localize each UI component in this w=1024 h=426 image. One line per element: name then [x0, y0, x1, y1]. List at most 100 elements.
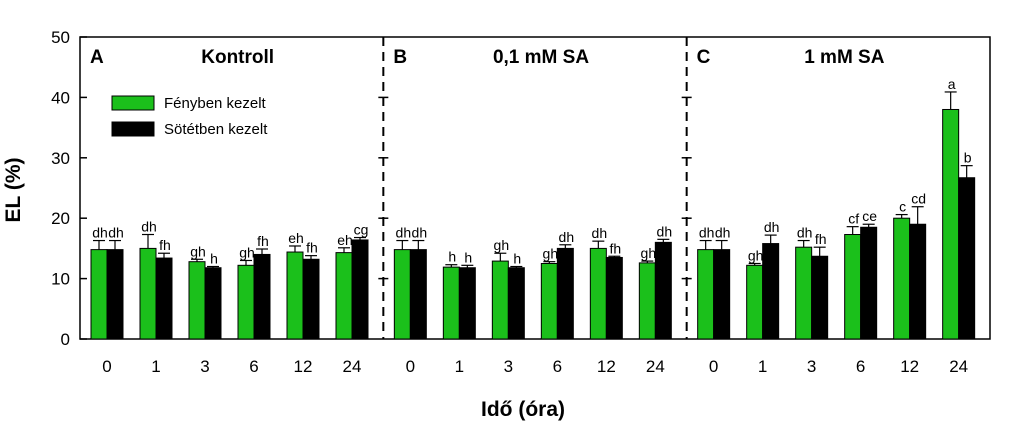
significance-label: dh [92, 225, 108, 241]
bar-dark [860, 226, 878, 340]
bar-light [90, 249, 108, 340]
significance-label: gh [239, 244, 255, 260]
bar-dark [204, 267, 222, 340]
significance-label: h [464, 249, 472, 265]
significance-label: cg [354, 222, 369, 238]
x-tick-label: 6 [856, 357, 865, 376]
significance-label: gh [494, 237, 510, 253]
bar-dark [713, 249, 731, 340]
bar-light [442, 266, 460, 340]
significance-label: b [964, 150, 972, 166]
significance-label: fh [257, 233, 269, 249]
x-tick-label: 3 [504, 357, 513, 376]
x-tick-label: 1 [151, 357, 160, 376]
significance-label: dh [764, 219, 780, 235]
significance-label: fh [159, 237, 171, 253]
bar-light [746, 264, 764, 340]
significance-label: dh [715, 225, 731, 241]
bar-dark [762, 243, 780, 340]
bar-dark [958, 177, 976, 340]
y-tick-label: 30 [51, 149, 70, 168]
x-tick-label: 12 [900, 357, 919, 376]
panel-title: 1 mM SA [804, 47, 885, 68]
bar-dark [811, 255, 829, 340]
x-tick-label: 12 [597, 357, 616, 376]
bar-dark [155, 257, 173, 340]
x-tick-label: 3 [807, 357, 816, 376]
x-tick-label: 0 [102, 357, 111, 376]
bar-dark [302, 258, 320, 340]
significance-label: dh [592, 225, 608, 241]
y-tick-label: 10 [51, 270, 70, 289]
significance-label: fh [609, 240, 621, 256]
bar-light [237, 264, 255, 340]
x-tick-label: 0 [406, 357, 415, 376]
significance-label: h [210, 251, 218, 267]
x-tick-label: 0 [709, 357, 718, 376]
significance-label: ce [862, 208, 877, 224]
x-tick-label: 24 [343, 357, 362, 376]
x-tick-label: 1 [455, 357, 464, 376]
bar-light [942, 108, 960, 340]
axes-layer: 0 10 20 30 40 50 [51, 28, 991, 349]
significance-label: dh [396, 225, 412, 241]
significance-label: eh [288, 230, 304, 246]
bar-light [139, 247, 157, 340]
bar-light [286, 251, 304, 340]
bar-light [893, 217, 911, 340]
x-tick-label: 6 [249, 357, 258, 376]
significance-label: dh [559, 229, 575, 245]
y-tick-label: 40 [51, 88, 70, 107]
bar-light [335, 252, 353, 340]
bar-light [491, 260, 509, 340]
significance-label: h [448, 249, 456, 265]
panel-letter: C [697, 47, 711, 68]
bar-dark [654, 241, 672, 340]
significance-label: fh [815, 231, 827, 247]
bar-dark [458, 267, 476, 340]
x-axis-label: Idő (óra) [481, 398, 565, 421]
bar-dark [351, 239, 369, 340]
bar-dark [507, 267, 525, 340]
significance-label: c [899, 199, 906, 215]
x-tick-label: 24 [646, 357, 665, 376]
bar-dark [605, 256, 623, 340]
significance-label: dh [412, 225, 428, 241]
significance-label: dh [699, 225, 715, 241]
significance-label: dh [797, 225, 813, 241]
bar-light [393, 249, 411, 340]
significance-label: gh [543, 246, 559, 262]
panel-letter: B [393, 47, 407, 68]
x-tick-label: 1 [758, 357, 767, 376]
x-tick-label: 12 [294, 357, 313, 376]
bar-light [844, 234, 862, 340]
y-tick-label: 20 [51, 209, 70, 228]
bar-light [795, 246, 813, 340]
y-tick-label: 0 [61, 330, 70, 349]
panel-letter: A [90, 47, 104, 68]
significance-label: a [948, 76, 956, 92]
significance-label: fh [306, 240, 318, 256]
x-tick-label: 6 [553, 357, 562, 376]
significance-label: dh [108, 225, 124, 241]
significance-label: gh [190, 243, 206, 259]
significance-label: dh [657, 223, 673, 239]
bar-light [638, 262, 656, 340]
legend-swatch [111, 121, 155, 137]
bar-light [697, 249, 715, 340]
panel-title: 0,1 mM SA [493, 47, 589, 68]
significance-label: eh [337, 232, 353, 248]
y-tick-label: 50 [51, 28, 70, 47]
bar-dark [253, 253, 271, 340]
bar-light [589, 247, 607, 340]
significance-label: cf [848, 211, 859, 227]
panel-title: Kontroll [201, 47, 274, 68]
bar-light [540, 263, 558, 340]
bar-light [188, 261, 206, 340]
bar-dark [909, 223, 927, 340]
x-tick-label: 3 [200, 357, 209, 376]
